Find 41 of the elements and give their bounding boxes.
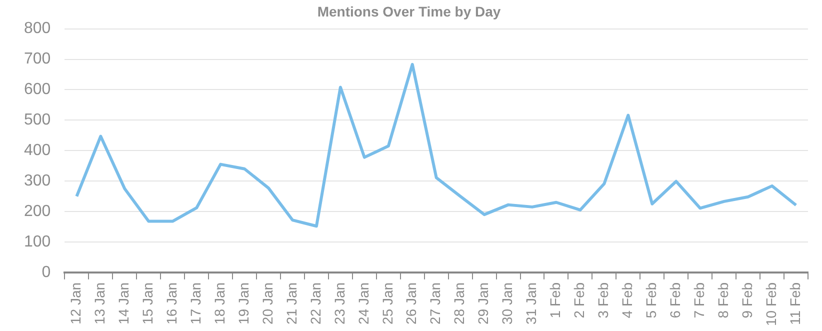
x-tick-label: 12 Jan: [68, 282, 84, 324]
x-tick-label: 29 Jan: [475, 282, 492, 324]
x-tick-label: 13 Jan: [92, 282, 108, 324]
x-tick-label: 26 Jan: [403, 282, 420, 324]
x-tick-label: 20 Jan: [259, 282, 276, 324]
y-tick-label: 500: [24, 112, 51, 129]
y-tick-label: 100: [24, 233, 51, 250]
x-tick-label: 28 Jan: [451, 282, 468, 324]
x-tick-label: 24 Jan: [355, 282, 372, 324]
x-tick-label: 30 Jan: [499, 282, 516, 324]
x-tick-label: 3 Feb: [595, 282, 612, 318]
y-tick-label: 600: [24, 81, 51, 98]
x-tick-label: 10 Feb: [762, 282, 779, 326]
x-tick-label: 21 Jan: [283, 282, 300, 324]
x-tick-label: 16 Jan: [163, 282, 180, 324]
chart-title: Mentions Over Time by Day: [317, 3, 501, 20]
y-tick-label: 400: [24, 142, 51, 160]
y-tick-label: 800: [24, 20, 51, 38]
x-tick-label: 25 Jan: [379, 282, 396, 324]
x-tick-label: 27 Jan: [427, 282, 444, 324]
x-tick-label: 9 Feb: [738, 282, 755, 318]
x-tick-label: 1 Feb: [547, 282, 564, 318]
x-tick-label: 6 Feb: [666, 282, 683, 318]
y-tick-label: 300: [24, 172, 51, 190]
x-tick-label: 8 Feb: [714, 282, 731, 318]
x-tick-label: 31 Jan: [523, 282, 540, 324]
x-tick-label: 23 Jan: [331, 282, 348, 324]
x-tick-label: 7 Feb: [690, 282, 707, 318]
x-tick-label: 15 Jan: [139, 282, 156, 324]
x-tick-label: 11 Feb: [786, 282, 803, 325]
x-tick-label: 17 Jan: [187, 282, 204, 324]
x-tick-label: 19 Jan: [235, 282, 252, 324]
x-tick-label: 14 Jan: [116, 282, 132, 324]
y-tick-label: 0: [42, 264, 51, 281]
x-tick-label: 18 Jan: [211, 282, 228, 324]
x-tick-label: 4 Feb: [619, 282, 636, 318]
y-tick-label: 200: [24, 202, 51, 220]
x-tick-label: 5 Feb: [643, 282, 660, 318]
x-tick-label: 2 Feb: [571, 282, 588, 318]
x-tick-label: 22 Jan: [307, 282, 324, 324]
y-tick-label: 700: [24, 50, 51, 68]
